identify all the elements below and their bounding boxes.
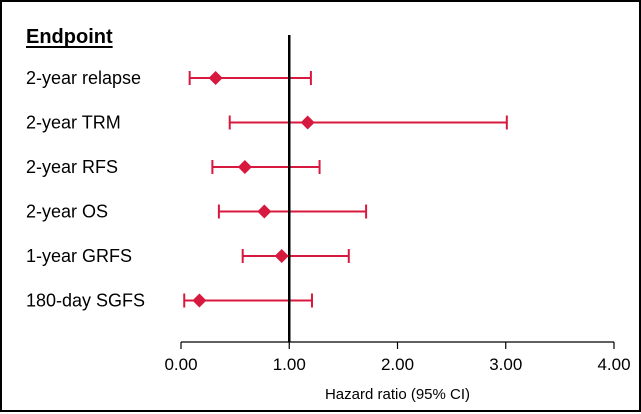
point-estimate-marker: [257, 204, 272, 219]
ci-whisker: [188, 71, 312, 85]
point-estimates: [192, 71, 315, 308]
point-estimate-marker: [208, 71, 223, 85]
x-tick-label: 0.00: [164, 355, 197, 374]
row-label: 2-year RFS: [26, 157, 118, 177]
ci-whisker: [228, 115, 508, 130]
row-labels: 2-year relapse 2-year TRM 2-year RFS 2-year…: [26, 68, 145, 311]
ci-whisker: [211, 160, 321, 174]
confidence-intervals: [183, 71, 508, 308]
x-tick-label: 1.00: [273, 355, 306, 374]
point-estimate-marker: [192, 293, 207, 308]
x-axis-title: Hazard ratio (95% CI): [325, 386, 470, 403]
row-label: 2-year relapse: [26, 68, 141, 88]
ci-whisker: [217, 204, 368, 219]
x-tick-label: 4.00: [597, 355, 630, 374]
ci-whisker: [241, 249, 350, 263]
x-tick-label: 2.00: [381, 355, 414, 374]
x-axis-ticks: 0.00 1.00 2.00 3.00 4.00: [164, 342, 631, 374]
row-label: 180-day SGFS: [26, 291, 145, 311]
column-header: Endpoint: [26, 26, 113, 48]
row-label: 1-year GRFS: [26, 246, 132, 266]
point-estimate-marker: [300, 115, 315, 130]
row-label: 2-year TRM: [26, 113, 121, 133]
row-label: 2-year OS: [26, 202, 108, 222]
x-tick-label: 3.00: [489, 355, 522, 374]
point-estimate-marker: [237, 160, 252, 174]
point-estimate-marker: [274, 249, 289, 263]
